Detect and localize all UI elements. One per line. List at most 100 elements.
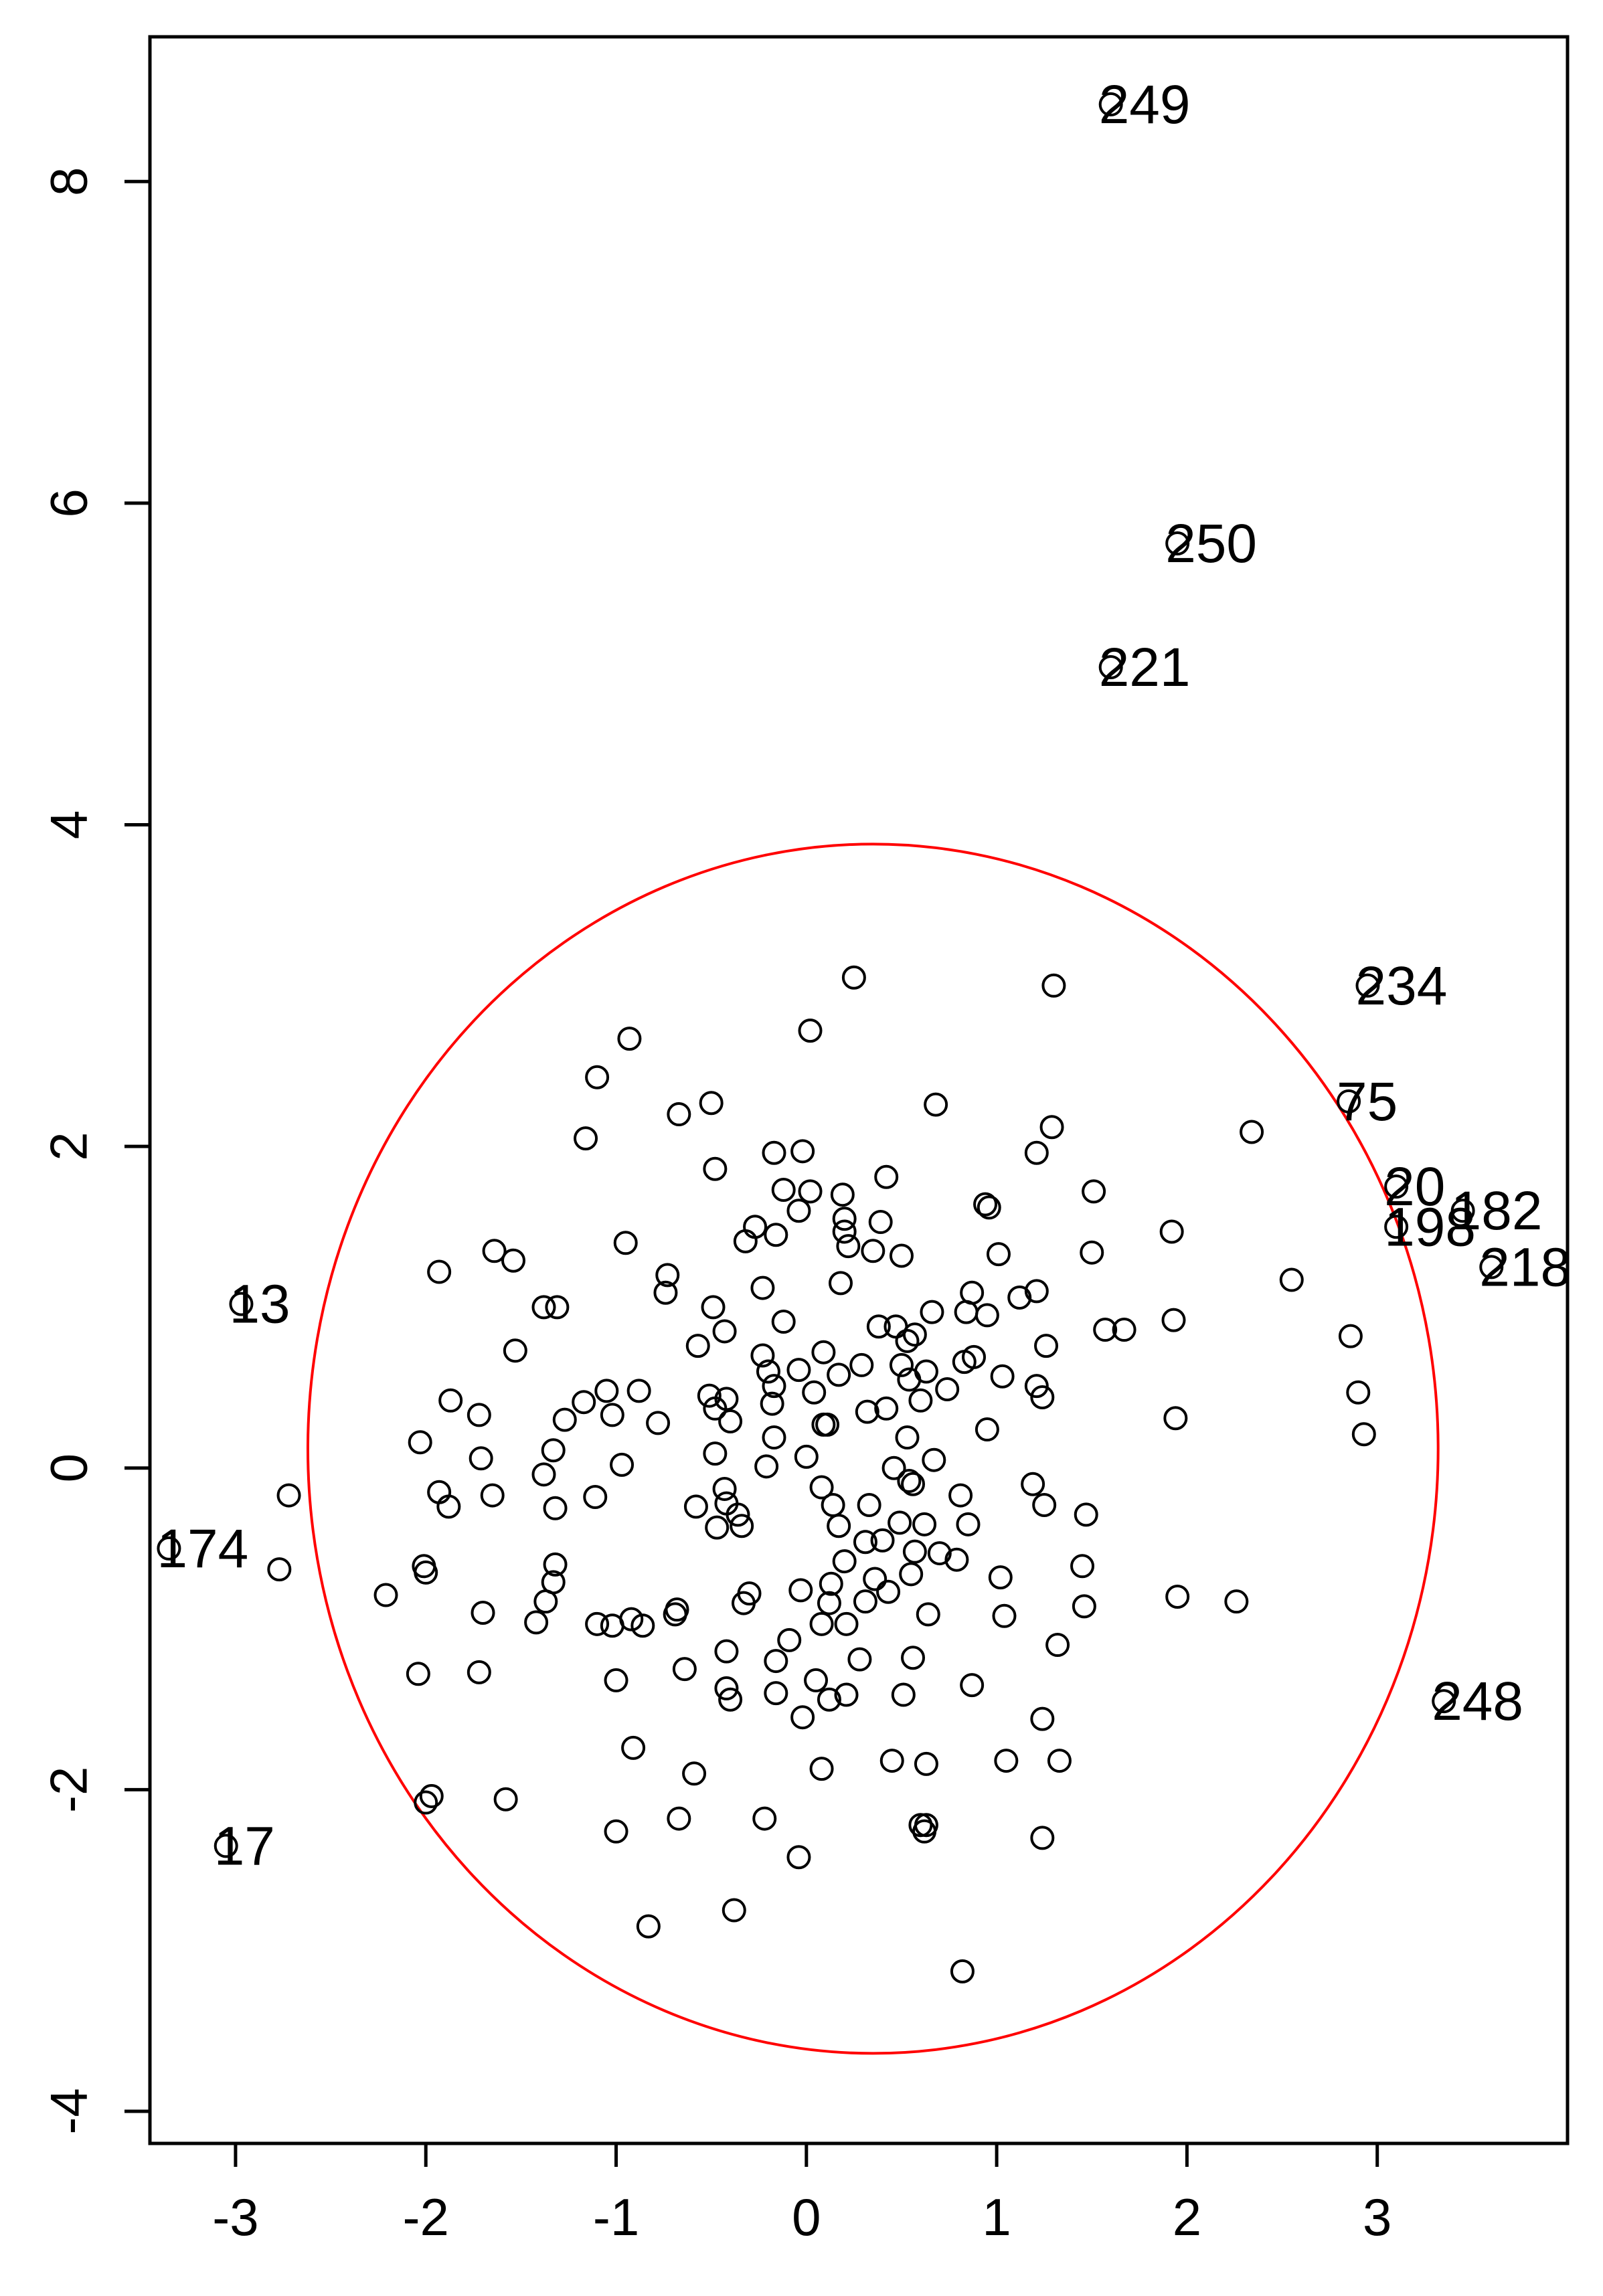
data-point xyxy=(786,1845,811,1870)
data-point xyxy=(836,1234,861,1259)
data-point xyxy=(541,1438,566,1463)
y-axis: -4 -2 0 2 4 6 8 xyxy=(39,167,152,2135)
data-point xyxy=(718,1409,743,1434)
data-point xyxy=(804,1668,829,1692)
data-point xyxy=(750,1275,775,1300)
data-point xyxy=(714,1491,739,1516)
data-point xyxy=(764,1681,788,1706)
data-point xyxy=(771,1310,796,1334)
data-point xyxy=(712,1319,737,1344)
data-point xyxy=(533,1589,558,1614)
data-point xyxy=(276,1483,301,1508)
data-point xyxy=(817,1591,841,1615)
data-point xyxy=(879,1749,904,1773)
outlier-point xyxy=(1479,1255,1504,1279)
data-point xyxy=(788,1578,813,1603)
data-point xyxy=(853,1530,877,1555)
data-point xyxy=(817,1687,841,1712)
data-point xyxy=(832,1549,857,1574)
data-point xyxy=(604,1668,628,1692)
x-tick-label: 1 xyxy=(982,2188,1011,2246)
data-point xyxy=(1224,1589,1249,1614)
data-point xyxy=(667,1806,691,1831)
data-point xyxy=(881,1455,906,1480)
data-point xyxy=(583,1484,608,1509)
data-point xyxy=(1338,1324,1363,1348)
data-point xyxy=(809,1757,834,1781)
data-point xyxy=(819,1571,843,1596)
data-point xyxy=(1024,1140,1049,1165)
outlier-label: 218 xyxy=(1479,1237,1571,1298)
x-tick-label: -1 xyxy=(593,2188,639,2246)
outlier-point xyxy=(1098,654,1123,679)
data-point xyxy=(870,1528,895,1553)
data-point xyxy=(655,1263,680,1288)
data-point xyxy=(585,1611,610,1636)
data-point xyxy=(604,1819,628,1844)
data-point xyxy=(703,1441,728,1466)
data-point xyxy=(790,1705,815,1730)
data-point xyxy=(712,1476,737,1501)
data-point xyxy=(857,1492,881,1517)
data-point xyxy=(697,1383,722,1408)
data-point xyxy=(853,1589,877,1614)
data-point xyxy=(1240,1120,1264,1144)
data-point xyxy=(267,1557,292,1582)
data-point xyxy=(790,1139,815,1164)
data-point xyxy=(908,1388,933,1413)
data-point xyxy=(827,1514,851,1538)
data-point xyxy=(1163,1406,1188,1431)
data-point xyxy=(471,1600,495,1625)
data-point xyxy=(899,1562,924,1587)
data-point xyxy=(626,1379,651,1403)
data-point xyxy=(1070,1554,1095,1579)
data-point xyxy=(920,1300,944,1324)
data-point xyxy=(1080,1240,1104,1265)
data-point xyxy=(722,1898,746,1923)
x-tick-label: 3 xyxy=(1363,2188,1391,2246)
data-point xyxy=(986,1242,1011,1267)
data-point xyxy=(948,1483,973,1508)
data-point xyxy=(777,1627,802,1652)
data-point xyxy=(1024,1374,1049,1399)
data-point xyxy=(786,1358,811,1383)
data-point xyxy=(552,1407,577,1432)
data-point xyxy=(841,965,866,990)
data-point xyxy=(1093,1318,1118,1342)
data-point xyxy=(950,1959,975,1983)
y-tick-label: -4 xyxy=(39,2088,98,2134)
data-point xyxy=(1074,1502,1098,1527)
data-point xyxy=(531,1462,556,1487)
x-tick-label: 2 xyxy=(1173,2188,1201,2246)
data-point xyxy=(1047,1749,1072,1773)
data-point xyxy=(531,1295,556,1320)
data-point xyxy=(730,1514,754,1538)
data-point xyxy=(1165,1584,1190,1609)
outlier-point xyxy=(1450,1199,1475,1223)
data-point xyxy=(718,1687,743,1712)
data-point xyxy=(427,1259,452,1284)
data-point xyxy=(1161,1308,1186,1332)
data-point xyxy=(406,1662,430,1686)
data-point xyxy=(630,1613,655,1638)
data-point xyxy=(1030,1826,1055,1850)
data-point xyxy=(1030,1385,1055,1409)
data-point xyxy=(954,1300,979,1324)
data-point xyxy=(1007,1285,1032,1310)
data-point xyxy=(414,1790,438,1815)
data-point xyxy=(912,1819,937,1844)
data-point xyxy=(610,1452,635,1477)
outlier-label: 221 xyxy=(1099,637,1191,698)
data-point xyxy=(830,1182,855,1207)
outlier-label: 250 xyxy=(1165,513,1257,574)
data-point xyxy=(1039,1115,1064,1140)
data-point xyxy=(935,1377,960,1401)
data-point xyxy=(1032,1492,1057,1517)
outlier-point xyxy=(229,1292,254,1316)
data-point xyxy=(821,1492,845,1517)
data-point xyxy=(524,1610,549,1635)
data-point xyxy=(916,1602,940,1627)
y-tick-label: 8 xyxy=(39,167,98,196)
data-point xyxy=(944,1547,969,1572)
